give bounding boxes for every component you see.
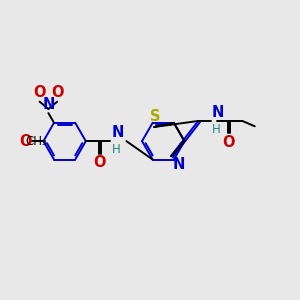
Text: N: N xyxy=(212,105,224,120)
Text: O: O xyxy=(222,135,235,150)
Text: H: H xyxy=(212,123,220,136)
Text: S: S xyxy=(150,109,160,124)
Text: O: O xyxy=(33,85,46,100)
Text: O: O xyxy=(51,85,64,100)
Text: O: O xyxy=(19,134,32,149)
Text: O: O xyxy=(93,155,105,170)
Text: N: N xyxy=(173,157,185,172)
Text: N: N xyxy=(111,125,124,140)
Text: CH₃: CH₃ xyxy=(26,135,47,148)
Text: N: N xyxy=(42,97,55,112)
Text: H: H xyxy=(111,143,120,156)
